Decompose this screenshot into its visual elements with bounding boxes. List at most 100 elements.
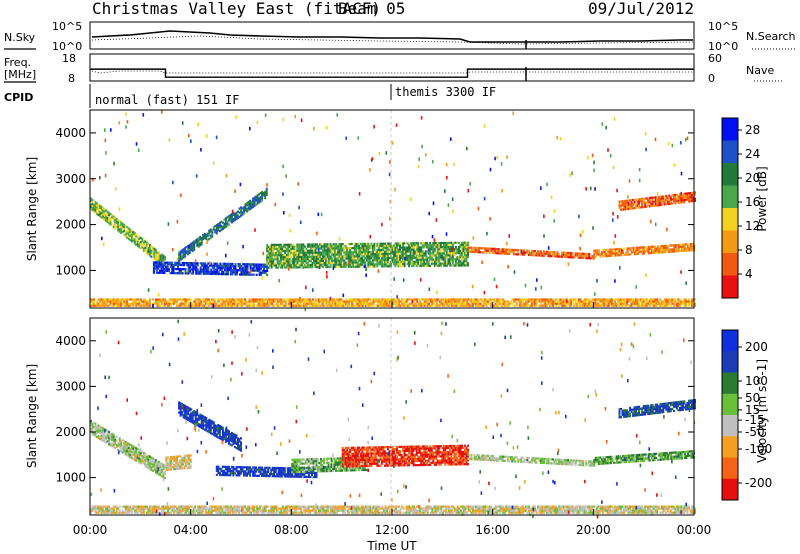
power-echo-cell <box>641 246 644 249</box>
power-echo-cell <box>157 263 160 266</box>
power-echo-cell <box>450 264 453 267</box>
power-echo-cell <box>291 258 294 261</box>
power-echo-cell <box>412 246 415 249</box>
power-echo-cell <box>261 195 264 198</box>
power-echo-cell <box>530 298 533 301</box>
power-echo-cell <box>383 259 386 262</box>
velocity-echo-cell <box>154 467 157 470</box>
power-echo-cell <box>463 298 465 301</box>
power-echo-cell <box>284 302 287 305</box>
power-echo-cell <box>232 213 235 217</box>
power-echo-cell <box>288 251 291 255</box>
power-noise-point <box>644 131 647 136</box>
power-echo-cell <box>594 255 597 258</box>
power-echo-cell <box>405 304 408 307</box>
power-echo-cell <box>127 298 130 301</box>
power-echo-cell <box>329 247 332 250</box>
power-echo-cell <box>459 252 462 255</box>
power-echo-cell <box>171 300 174 303</box>
power-echo-cell <box>356 255 359 258</box>
power-noise-point <box>283 211 285 215</box>
power-echo-cell <box>596 249 599 252</box>
velocity-echo-cell <box>129 449 132 452</box>
power-echo-cell <box>665 246 668 249</box>
power-echo-cell <box>270 248 273 251</box>
velocity-echo-cell <box>148 455 151 458</box>
power-echo-cell <box>217 227 220 230</box>
power-echo-cell <box>662 197 665 200</box>
power-echo-cell <box>377 252 380 256</box>
power-echo-cell <box>396 300 399 303</box>
power-echo-cell <box>420 262 423 265</box>
power-echo-cell <box>204 302 207 305</box>
power-echo-cell <box>444 260 447 263</box>
power-echo-cell <box>111 304 114 307</box>
power-echo-cell <box>159 261 161 264</box>
power-echo-cell <box>666 196 669 199</box>
velocity-echo-cell <box>165 462 168 465</box>
power-echo-cell <box>485 302 488 305</box>
power-echo-cell <box>241 302 243 305</box>
power-echo-cell <box>462 241 465 244</box>
power-echo-cell <box>227 223 230 226</box>
power-noise-point <box>579 233 582 237</box>
power-echo-cell <box>310 247 312 250</box>
power-echo-cell <box>103 214 106 217</box>
power-echo-cell <box>275 252 278 255</box>
power-echo-cell <box>227 217 230 220</box>
power-echo-cell <box>396 246 398 249</box>
power-echo-cell <box>675 199 678 202</box>
power-echo-cell <box>296 262 299 265</box>
power-echo-cell <box>580 302 583 305</box>
power-echo-cell <box>621 204 624 207</box>
power-echo-cell <box>529 298 532 301</box>
power-echo-cell <box>591 255 594 258</box>
power-echo-cell <box>377 257 380 260</box>
power-echo-cell <box>234 269 237 272</box>
power-echo-cell <box>332 259 335 262</box>
power-echo-cell <box>527 298 530 301</box>
power-echo-cell <box>267 245 270 249</box>
velocity-echo-cell <box>112 443 115 447</box>
power-echo-cell <box>418 256 421 259</box>
power-echo-cell <box>668 200 671 203</box>
power-echo-cell <box>213 300 216 303</box>
power-echo-cell <box>361 242 364 245</box>
power-echo-cell <box>133 234 136 237</box>
velocity-echo-cell <box>203 416 206 419</box>
power-echo-cell <box>199 270 202 273</box>
power-echo-cell <box>664 251 667 254</box>
nave-tick-bottom: 0 <box>708 72 715 85</box>
power-echo-cell <box>456 302 459 305</box>
power-echo-cell <box>390 298 393 301</box>
power-echo-cell <box>585 298 588 301</box>
power-echo-cell <box>326 259 329 262</box>
velocity-echo-cell <box>94 424 97 427</box>
power-echo-cell <box>414 262 417 265</box>
power-echo-cell <box>411 242 414 245</box>
power-echo-cell <box>335 259 338 262</box>
power-echo-cell <box>512 253 515 256</box>
power-echo-cell <box>458 304 461 307</box>
velocity-echo-cell <box>174 461 177 464</box>
power-echo-cell <box>102 300 105 303</box>
power-echo-cell <box>195 298 198 301</box>
power-echo-cell <box>450 248 453 251</box>
velocity-echo-cell <box>178 407 181 410</box>
power-echo-cell <box>564 298 567 301</box>
power-echo-cell <box>637 246 640 249</box>
power-echo-cell <box>448 260 451 263</box>
power-echo-cell <box>617 248 620 251</box>
velocity-echo-cell <box>123 442 126 445</box>
power-noise-point <box>325 271 328 275</box>
power-echo-cell <box>674 248 677 251</box>
power-echo-cell <box>174 298 177 301</box>
power-noise-point <box>118 207 121 211</box>
power-echo-cell <box>677 300 680 303</box>
power-echo-cell <box>420 304 423 307</box>
power-echo-cell <box>430 256 433 259</box>
power-echo-cell <box>537 252 539 255</box>
power-echo-cell <box>147 249 150 252</box>
power-echo-cell <box>410 302 413 305</box>
power-echo-cell <box>91 202 94 206</box>
